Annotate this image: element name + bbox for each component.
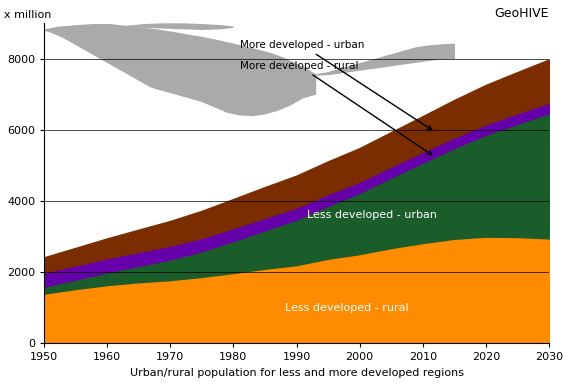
Text: More developed - urban: More developed - urban xyxy=(240,40,431,130)
Polygon shape xyxy=(315,44,454,75)
Text: x million: x million xyxy=(4,10,51,20)
Text: Less developed - urban: Less developed - urban xyxy=(307,210,437,220)
X-axis label: Urban/rural population for less and more developed regions: Urban/rural population for less and more… xyxy=(129,368,463,378)
Text: Less developed - rural: Less developed - rural xyxy=(285,303,409,313)
Polygon shape xyxy=(44,25,315,116)
Text: More developed - rural: More developed - rural xyxy=(240,61,432,155)
Polygon shape xyxy=(126,24,234,29)
Text: GeoHIVE: GeoHIVE xyxy=(495,7,549,20)
